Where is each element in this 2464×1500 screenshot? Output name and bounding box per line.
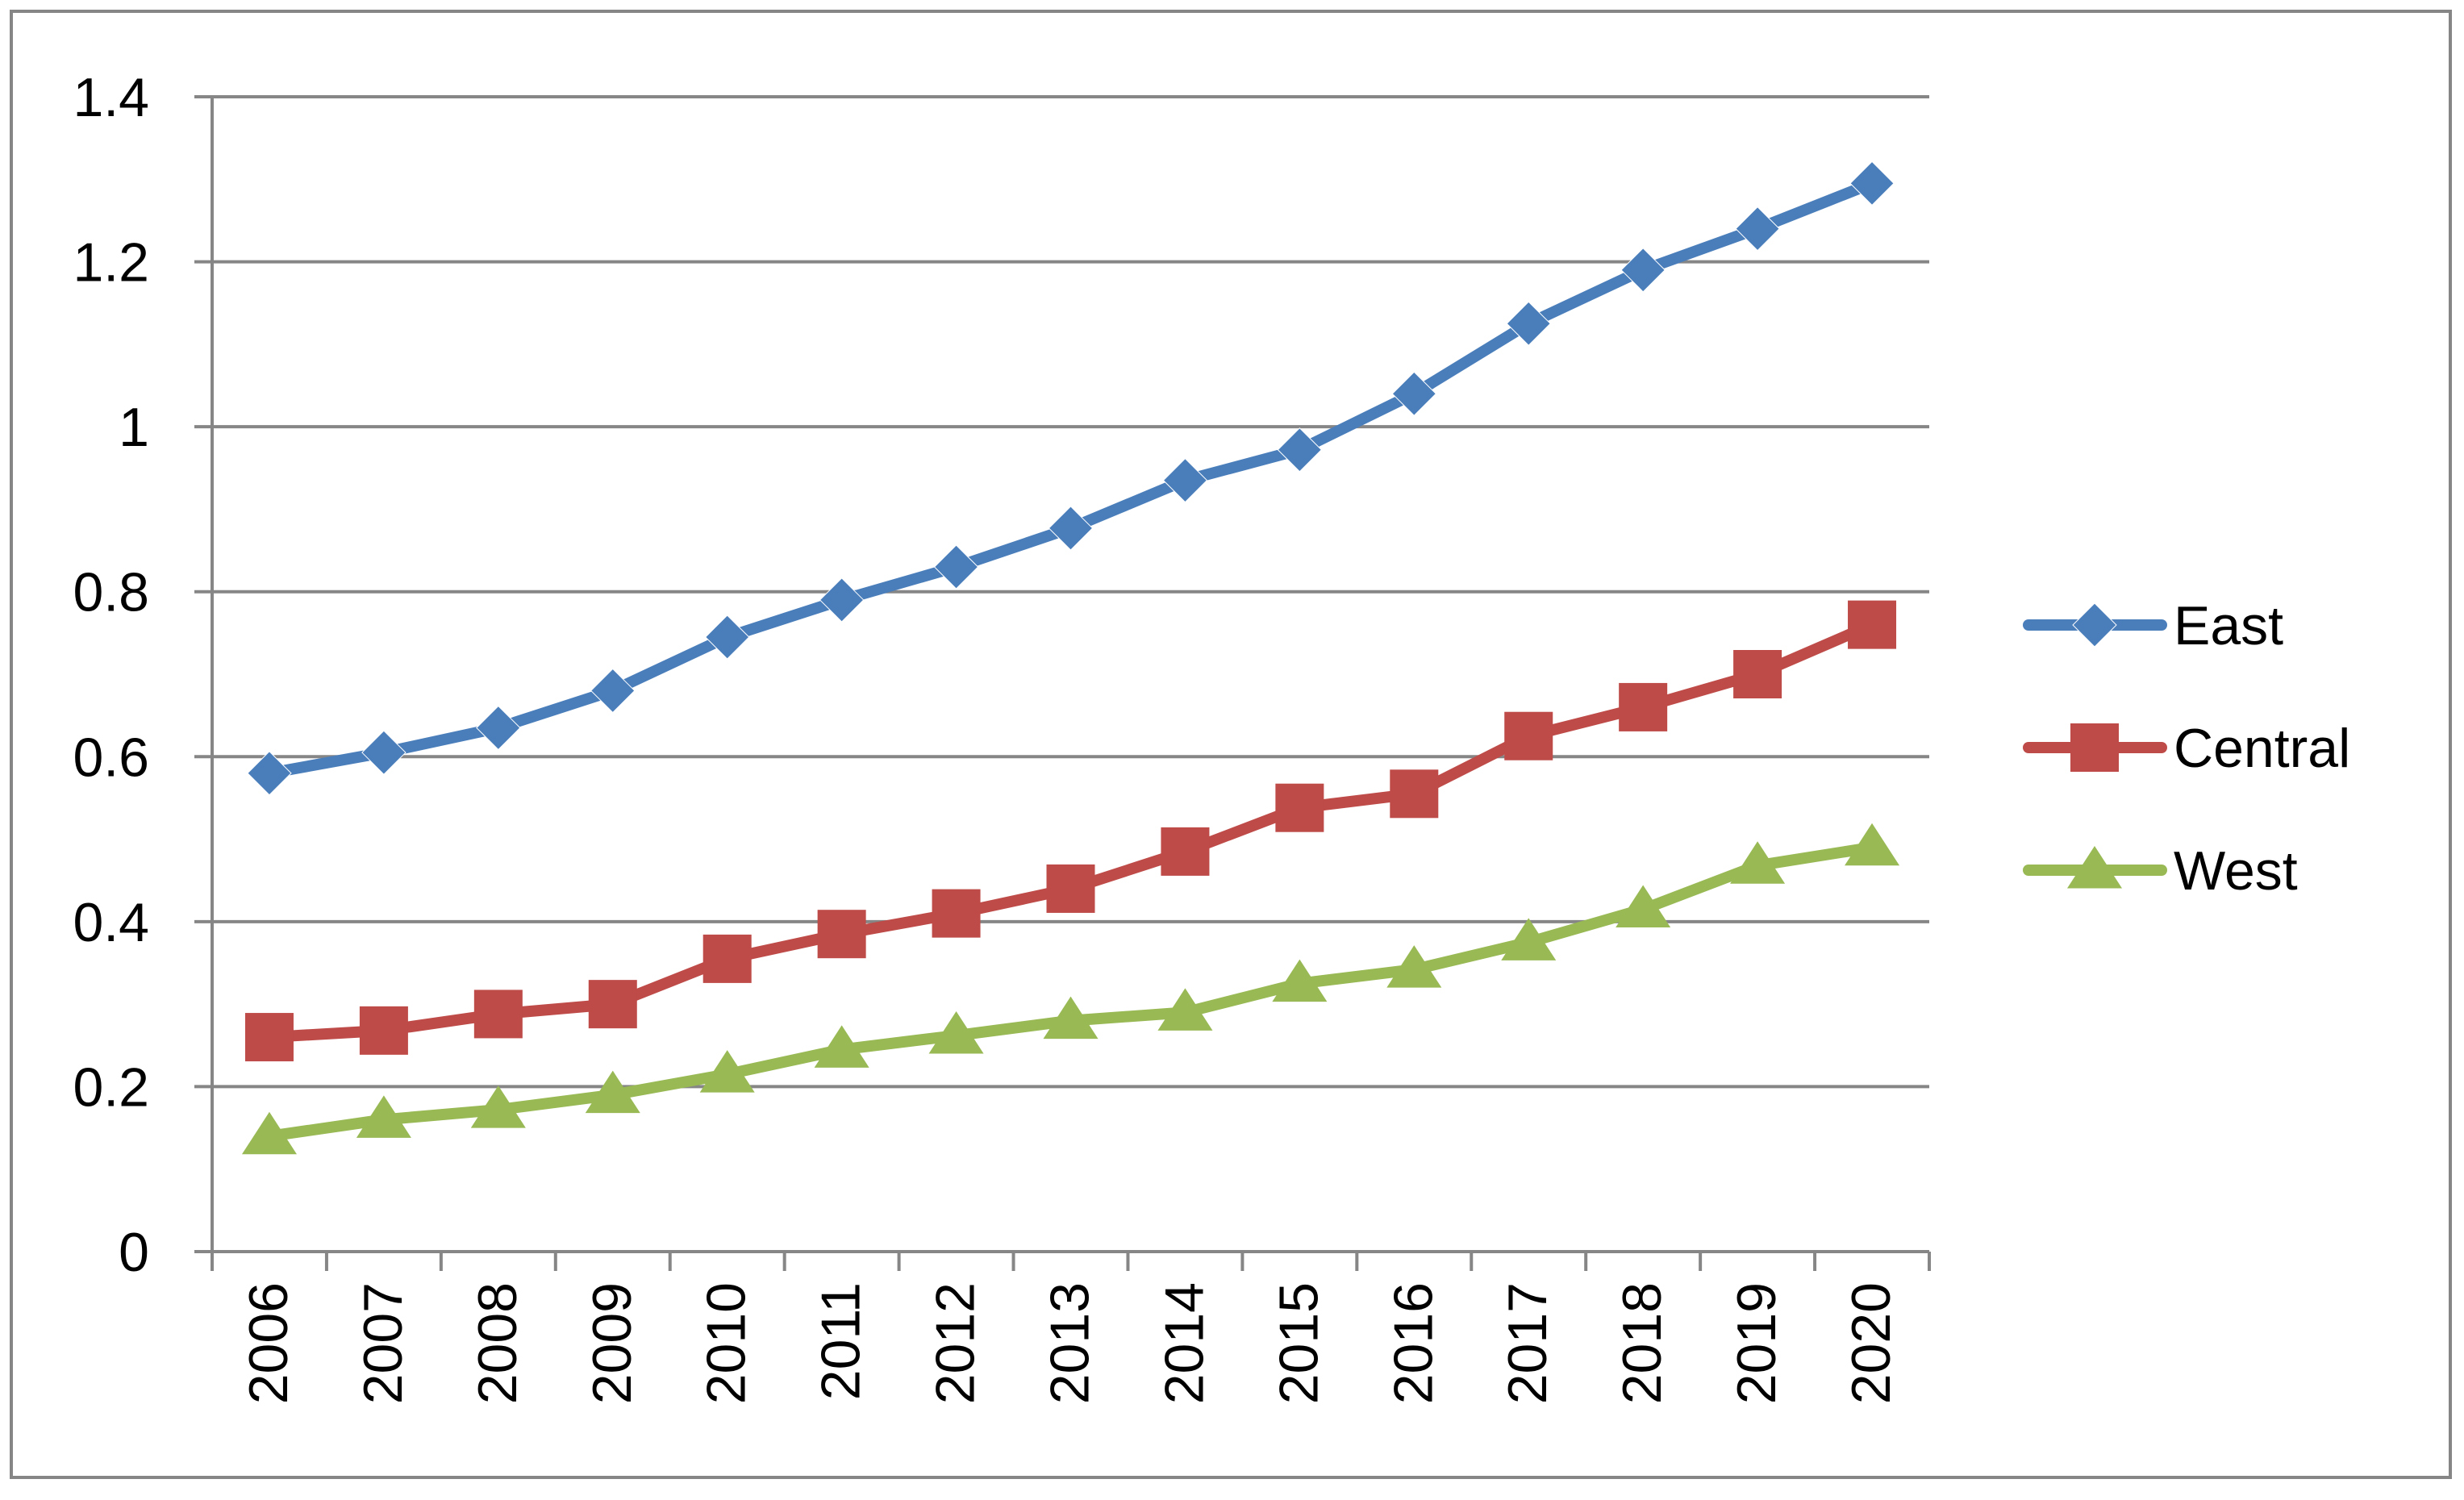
x-tick-label: 2018	[1611, 1282, 1673, 1404]
data-point-east	[1506, 301, 1551, 346]
data-point-west	[928, 1011, 984, 1054]
data-point-west	[814, 1025, 869, 1068]
x-tick-label: 2019	[1726, 1282, 1787, 1404]
x-tick-label: 2009	[582, 1282, 643, 1404]
data-point-central	[1275, 783, 1324, 832]
data-point-east	[1735, 206, 1780, 252]
data-point-east	[476, 705, 521, 751]
y-tick-label: 0.6	[73, 727, 149, 788]
x-tick-label: 2015	[1268, 1282, 1329, 1404]
legend-label-central: Central	[2174, 718, 2350, 779]
legend-label-west: West	[2174, 840, 2298, 902]
legend-marker-west	[2067, 846, 2122, 889]
x-tick-label: 2006	[238, 1282, 299, 1404]
y-tick-label: 0.8	[73, 562, 149, 623]
legend-label-east: East	[2174, 595, 2283, 656]
axes: 0 0.2 0.4 0.6 0.8 1 1.2 1.4 2006 2007 2008 2009 2010…	[73, 67, 1931, 1404]
legend-marker-east	[2072, 602, 2117, 648]
data-point-east	[704, 615, 750, 660]
data-point-west	[1043, 996, 1099, 1040]
legend: East Central West	[2023, 595, 2350, 902]
data-point-east	[1048, 506, 1094, 551]
data-point-west	[1157, 988, 1213, 1031]
x-tick-label: 2012	[925, 1282, 986, 1404]
x-tick-label: 2007	[352, 1282, 414, 1404]
data-point-west	[1616, 885, 1671, 928]
data-point-west	[1386, 945, 1442, 988]
data-point-east	[1391, 371, 1437, 416]
data-point-west	[699, 1050, 755, 1093]
data-point-central	[244, 1013, 294, 1062]
data-point-west	[585, 1070, 640, 1114]
data-point-east	[1620, 248, 1666, 293]
data-point-central	[1504, 711, 1553, 760]
data-point-west	[1730, 841, 1786, 884]
data-point-central	[817, 910, 866, 959]
data-point-east	[1162, 457, 1208, 503]
data-point-east	[247, 751, 292, 796]
data-point-east	[590, 668, 636, 714]
y-tick-label: 0.2	[73, 1056, 149, 1118]
data-point-west	[1501, 918, 1557, 960]
data-point-east	[361, 730, 406, 775]
x-tick-label: 2011	[811, 1282, 872, 1400]
y-tick-label: 0.4	[73, 892, 149, 953]
data-point-west	[1272, 959, 1328, 1002]
x-tick-label: 2010	[696, 1282, 757, 1404]
x-tick-label: 2013	[1040, 1282, 1101, 1404]
x-tick-label: 2008	[467, 1282, 528, 1404]
data-point-west	[356, 1095, 411, 1138]
data-point-central	[703, 934, 752, 983]
x-tick-label: 2020	[1841, 1282, 1902, 1404]
data-point-central	[473, 990, 523, 1039]
y-tick-label: 1.2	[73, 232, 149, 294]
y-tick-label: 1	[119, 397, 149, 458]
data-point-central	[1161, 827, 1210, 876]
series-layer	[241, 160, 1900, 1155]
data-point-west	[470, 1085, 526, 1128]
data-point-central	[932, 889, 981, 938]
x-tick-label: 2014	[1153, 1282, 1215, 1404]
data-point-central	[588, 980, 637, 1029]
y-tick-label: 1.4	[73, 67, 149, 128]
data-point-west	[241, 1111, 297, 1155]
data-point-central	[1733, 650, 1782, 698]
data-point-central	[1619, 682, 1668, 731]
data-point-east	[819, 577, 865, 623]
x-tick-label: 2016	[1382, 1282, 1444, 1404]
legend-marker-central	[2070, 723, 2119, 772]
data-point-east	[1849, 160, 1895, 206]
y-tick-label: 0	[119, 1222, 149, 1283]
data-point-west	[1845, 823, 1900, 866]
data-point-central	[1046, 864, 1095, 913]
data-point-central	[1390, 769, 1439, 819]
data-point-east	[1277, 427, 1323, 473]
data-point-central	[1848, 600, 1897, 649]
data-point-central	[359, 1006, 408, 1055]
x-tick-label: 2017	[1497, 1282, 1558, 1404]
data-point-east	[933, 544, 979, 590]
